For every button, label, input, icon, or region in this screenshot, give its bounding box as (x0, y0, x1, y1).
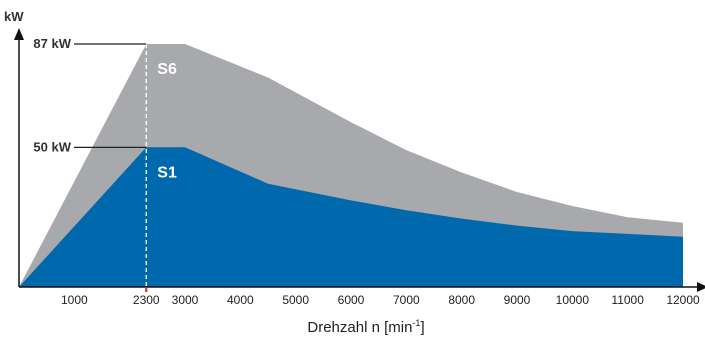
x-axis-label-text: Drehzahl n [min (307, 319, 412, 336)
x-axis-label-sup: -1 (412, 318, 420, 328)
x-tick-label: 10000 (556, 293, 590, 307)
x-tick-label: 3000 (172, 293, 199, 307)
y-axis-arrow (14, 28, 24, 40)
x-axis-arrow (697, 282, 705, 292)
x-tick-labels: 1000 2300 3000 4000 5000 6000 7000 8000 9000 1000… (61, 293, 700, 307)
annotation-label: 87 kW (33, 36, 71, 51)
x-tick-label: 1000 (61, 293, 88, 307)
y-axis-label: kW (4, 9, 24, 24)
area-label-s1: S1 (157, 164, 177, 181)
area-label-s6: S6 (157, 61, 177, 78)
x-tick-label: 12000 (666, 293, 700, 307)
x-tick-label: 6000 (338, 293, 365, 307)
x-tick-label: 5000 (282, 293, 309, 307)
x-tick-label: 2300 (133, 293, 160, 307)
annotation-label: 50 kW (33, 139, 71, 154)
plot-areas: S6 S1 (19, 44, 683, 287)
x-tick-label: 11000 (611, 293, 644, 307)
x-axis-label: Drehzahl n [min-1] (307, 318, 424, 336)
x-tick-label: 7000 (393, 293, 420, 307)
annotations: 87 kW 50 kW (33, 36, 147, 154)
x-axis-label-close: ] (420, 319, 424, 336)
x-tick-label: 4000 (227, 293, 254, 307)
area-s1 (19, 147, 683, 287)
axes (14, 28, 705, 292)
x-tick-label: 8000 (448, 293, 475, 307)
x-tick-label: 9000 (504, 293, 531, 307)
